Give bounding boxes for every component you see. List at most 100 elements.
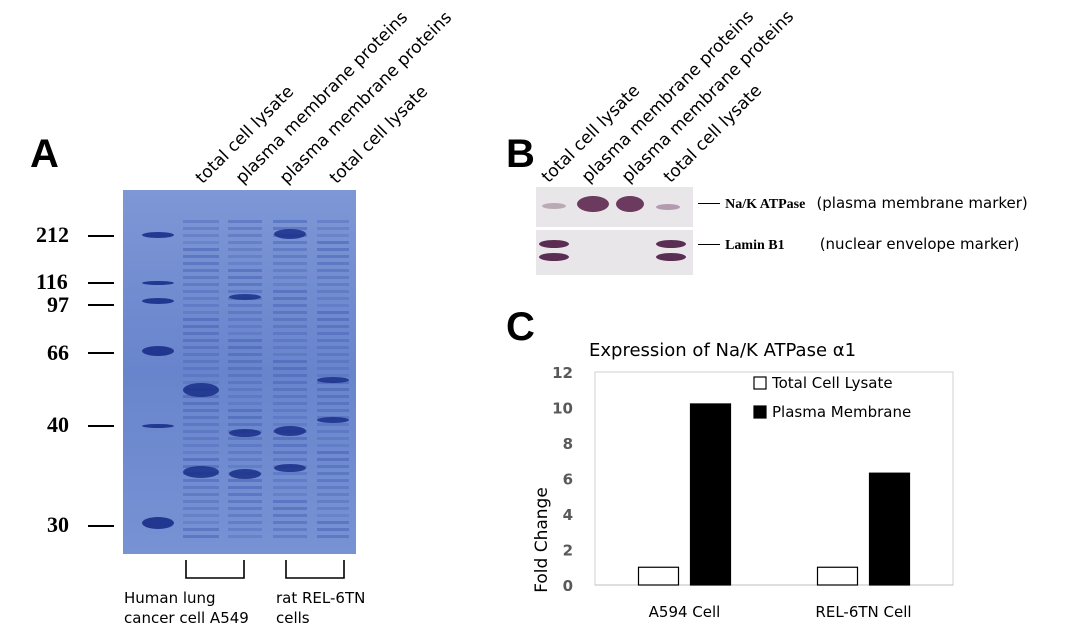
gel-faint-band [273, 521, 307, 524]
gel-faint-band [228, 479, 262, 482]
gel-faint-band [183, 528, 219, 531]
gel-faint-band [317, 479, 349, 482]
gel-faint-band [317, 493, 349, 496]
gel-faint-band [183, 325, 219, 328]
gel-faint-band [273, 444, 307, 447]
legend-swatch-0 [753, 376, 767, 390]
gel-faint-band [273, 409, 307, 412]
gel-faint-band [228, 220, 262, 223]
gel-faint-band [228, 437, 262, 440]
gel-faint-band [228, 318, 262, 321]
gel-faint-band [317, 227, 349, 230]
gel-faint-band [317, 269, 349, 272]
y-tick-label-6: 6 [563, 471, 573, 489]
gel-faint-band [183, 381, 219, 384]
gel-faint-band [228, 290, 262, 293]
gel-faint-band [273, 535, 307, 538]
ladder-band [142, 298, 174, 304]
gel-faint-band [183, 262, 219, 265]
gel-faint-band [228, 325, 262, 328]
x-tick-label-0: A594 Cell [649, 603, 721, 621]
gel-faint-band [183, 227, 219, 230]
gel-faint-band [273, 290, 307, 293]
gel-faint-band [228, 451, 262, 454]
gel-faint-band [228, 521, 262, 524]
gel-faint-band [183, 374, 219, 377]
gel-faint-band [183, 535, 219, 538]
gel-faint-band [183, 297, 219, 300]
panel-a-lane-label-2: plasma membrane proteins [231, 7, 413, 189]
mw-tick-30 [88, 525, 114, 527]
gel-strong-band [274, 426, 306, 436]
gel-strong-band [183, 466, 219, 478]
ladder-band [142, 517, 174, 529]
mw-label-66: 66 [47, 340, 69, 365]
gel-faint-band [273, 367, 307, 370]
mw-tick-116 [88, 282, 114, 284]
gel-faint-band [273, 458, 307, 461]
gel-faint-band [317, 339, 349, 342]
gel-faint-band [183, 479, 219, 482]
gel-faint-band [317, 318, 349, 321]
gel-faint-band [228, 507, 262, 510]
gel-strong-band [229, 429, 261, 437]
gel-faint-band [317, 325, 349, 328]
gel-faint-band [273, 451, 307, 454]
panel-b-letter: B [506, 132, 535, 176]
sds-page-gel-image [123, 190, 356, 554]
group-label-a549-line1: Human lung [124, 589, 216, 607]
gel-strong-band [229, 294, 261, 300]
gel-faint-band [228, 465, 262, 468]
gel-faint-band [317, 346, 349, 349]
blot-row-na-k-dash [698, 202, 720, 205]
gel-background [123, 190, 356, 554]
gel-faint-band [317, 451, 349, 454]
gel-faint-band [183, 521, 219, 524]
panel-b-lane-label-2: plasma membrane proteins [577, 6, 759, 188]
gel-faint-band [317, 500, 349, 503]
gel-faint-band [317, 430, 349, 433]
gel-faint-band [317, 444, 349, 447]
x-tick-label-1: REL-6TN Cell [815, 603, 911, 621]
gel-faint-band [273, 423, 307, 426]
gel-faint-band [183, 493, 219, 496]
gel-faint-band [273, 395, 307, 398]
gel-strong-band [183, 383, 219, 397]
gel-faint-band [273, 304, 307, 307]
gel-faint-band [228, 374, 262, 377]
gel-faint-band [317, 283, 349, 286]
gel-faint-band [228, 339, 262, 342]
mw-label-97: 97 [47, 292, 69, 317]
gel-faint-band [183, 332, 219, 335]
chart-ylabel: Fold Change [532, 487, 552, 593]
gel-faint-band [228, 255, 262, 258]
gel-faint-band [317, 507, 349, 510]
gel-faint-band [228, 514, 262, 517]
chart-xlabels: A594 Cell REL-6TN Cell [649, 603, 912, 621]
gel-faint-band [273, 332, 307, 335]
gel-faint-band [228, 535, 262, 538]
gel-faint-band [273, 241, 307, 244]
gel-faint-band [183, 255, 219, 258]
gel-faint-band [317, 367, 349, 370]
gel-faint-band [317, 248, 349, 251]
blot-row-lamin: Lamin B1 (nuclear envelope marker) [698, 234, 1019, 254]
gel-faint-band [183, 283, 219, 286]
mw-label-116: 116 [36, 269, 68, 294]
gel-faint-band [273, 353, 307, 356]
gel-faint-band [317, 262, 349, 265]
legend-swatch-1 [753, 405, 767, 419]
gel-faint-band [228, 304, 262, 307]
gel-strong-band [317, 377, 349, 383]
gel-faint-band [183, 409, 219, 412]
western-blot-na-k-atpase [536, 187, 693, 227]
blot-row-na-k: Na/K ATPase (plasma membrane marker) [698, 193, 1028, 213]
gel-strong-band [274, 464, 306, 472]
gel-faint-band [317, 311, 349, 314]
gel-faint-band [273, 500, 307, 503]
gel-strong-band [229, 469, 261, 479]
gel-faint-band [183, 248, 219, 251]
gel-faint-band [317, 535, 349, 538]
blot-row-na-k-desc: (plasma membrane marker) [816, 194, 1028, 212]
gel-strong-band [274, 229, 306, 239]
